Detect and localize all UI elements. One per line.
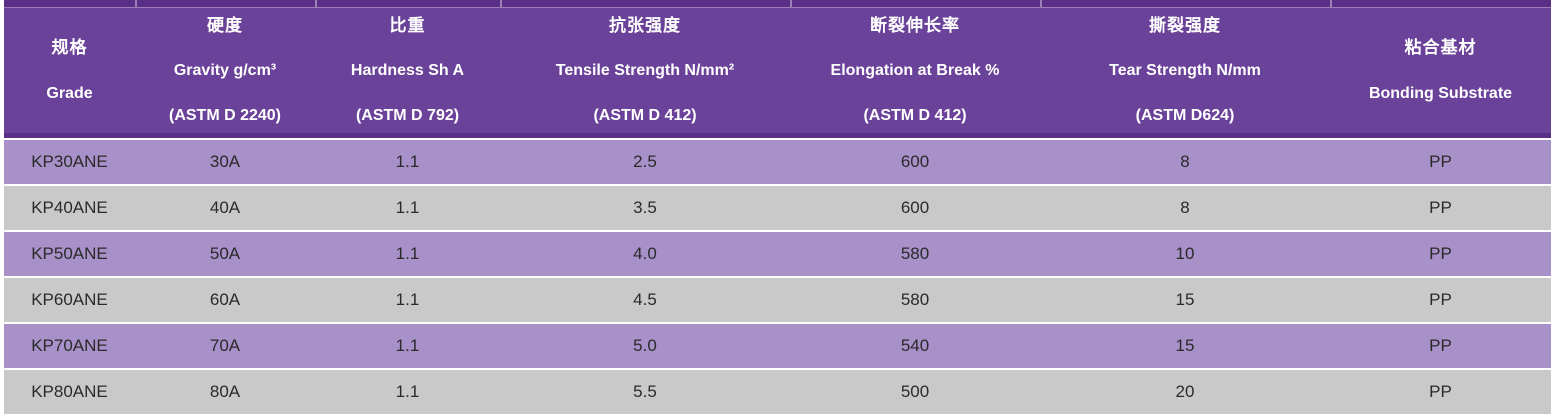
top-border-segment <box>1330 0 1551 7</box>
table-cell: 60A <box>209 290 241 309</box>
header-label-astm: (ASTM D 792) <box>355 106 460 124</box>
table-cell: 3.5 <box>633 198 657 217</box>
table-cell: KP80ANE <box>31 382 108 401</box>
header-label-zh: 断裂伸长率 <box>870 15 960 35</box>
table-cell: 80A <box>209 382 241 401</box>
table-cell: 8 <box>1180 152 1190 171</box>
table-cell: PP <box>1429 152 1452 171</box>
header-col-elongation: 断裂伸长率 Elongation at Break % (ASTM D 412) <box>790 8 1040 133</box>
table-row: KP60ANE 60A 1.1 4.5 580 15 PP <box>4 278 1551 322</box>
top-border-segment <box>315 0 500 7</box>
header-label-en: Elongation at Break % <box>830 62 1000 80</box>
header-label-zh: 抗张强度 <box>609 15 681 35</box>
header-col-tensile-strength: 抗张强度 Tensile Strength N/mm² (ASTM D 412) <box>500 8 790 133</box>
table-top-border <box>4 0 1551 8</box>
table-cell: 50A <box>209 244 241 263</box>
table-cell: 5.5 <box>633 382 657 401</box>
table-row: KP80ANE 80A 1.1 5.5 500 20 PP <box>4 370 1551 414</box>
table-cell: 8 <box>1180 198 1190 217</box>
table-cell: 20 <box>1175 382 1195 401</box>
table-cell: 5.0 <box>633 336 657 355</box>
table-row: KP40ANE 40A 1.1 3.5 600 8 PP <box>4 186 1551 230</box>
table-cell: PP <box>1429 382 1452 401</box>
header-label-en: Gravity g/cm³ <box>173 62 277 80</box>
header-label-zh: 撕裂强度 <box>1149 15 1221 35</box>
table-cell: 1.1 <box>395 290 420 309</box>
table-cell: 40A <box>209 198 241 217</box>
table-header-row: 规格 Grade 硬度 Gravity g/cm³ (ASTM D 2240) … <box>4 8 1551 138</box>
header-col-tear-strength: 撕裂强度 Tear Strength N/mm (ASTM D624) <box>1040 8 1330 133</box>
top-border-segment <box>135 0 315 7</box>
header-label-zh: 硬度 <box>207 15 243 35</box>
header-label-zh: 粘合基材 <box>1404 37 1477 57</box>
top-border-segment <box>790 0 1040 7</box>
header-label-zh: 规格 <box>51 37 88 57</box>
table-row: KP30ANE 30A 1.1 2.5 600 8 PP <box>4 140 1551 184</box>
header-label-astm: (ASTM D624) <box>1135 106 1235 124</box>
header-label-astm: (ASTM D 412) <box>863 106 967 124</box>
table-cell: 1.1 <box>395 152 420 171</box>
header-label-en: Hardness Sh A <box>350 62 465 80</box>
table-cell: 1.1 <box>395 198 420 217</box>
table-cell: PP <box>1429 198 1452 217</box>
table-cell: 600 <box>900 152 930 171</box>
header-label-zh: 比重 <box>389 15 426 35</box>
table-row: KP70ANE 70A 1.1 5.0 540 15 PP <box>4 324 1551 368</box>
header-label-astm: (ASTM D 412) <box>593 106 697 124</box>
header-label-astm: (ASTM D 2240) <box>168 106 282 124</box>
header-label-en: Grade <box>46 84 93 102</box>
table-cell: PP <box>1429 336 1452 355</box>
header-col-gravity: 硬度 Gravity g/cm³ (ASTM D 2240) <box>135 8 315 133</box>
top-border-segment <box>4 0 135 7</box>
table-cell: 70A <box>209 336 241 355</box>
table-cell: 4.0 <box>633 244 657 263</box>
table-cell: 30A <box>209 152 241 171</box>
table-cell: 580 <box>900 290 930 309</box>
table-cell: 500 <box>900 382 930 401</box>
header-col-bonding-substrate: 粘合基材 Bonding Substrate <box>1330 8 1551 133</box>
table-cell: 10 <box>1175 244 1195 263</box>
top-border-segment <box>1040 0 1330 7</box>
header-label-en: Tensile Strength N/mm² <box>555 62 735 80</box>
table-cell: 1.1 <box>395 336 420 355</box>
table-cell: PP <box>1429 244 1452 263</box>
table-cell: 15 <box>1175 336 1195 355</box>
header-label-en: Tear Strength N/mm <box>1109 62 1261 80</box>
table-cell: 540 <box>900 336 930 355</box>
table-cell: 600 <box>900 198 930 217</box>
table-cell: 4.5 <box>633 290 657 309</box>
table-row: KP50ANE 50A 1.1 4.0 580 10 PP <box>4 232 1551 276</box>
table-cell: KP30ANE <box>31 152 108 171</box>
table-cell: 1.1 <box>395 244 420 263</box>
table-cell: KP60ANE <box>31 290 108 309</box>
table-cell: KP70ANE <box>31 336 108 355</box>
table-cell: KP50ANE <box>31 244 108 263</box>
header-col-grade: 规格 Grade <box>4 8 135 133</box>
table-body: KP30ANE 30A 1.1 2.5 600 8 PP KP40ANE 40A… <box>4 140 1551 414</box>
top-border-segment <box>500 0 790 7</box>
table-cell: KP40ANE <box>31 198 108 217</box>
header-col-hardness: 比重 Hardness Sh A (ASTM D 792) <box>315 8 500 133</box>
table-cell: 580 <box>900 244 930 263</box>
header-label-en: Bonding Substrate <box>1368 84 1513 102</box>
table-cell: 1.1 <box>395 382 420 401</box>
table-cell: 2.5 <box>633 152 657 171</box>
table-cell: 15 <box>1175 290 1195 309</box>
table-cell: PP <box>1429 290 1452 309</box>
